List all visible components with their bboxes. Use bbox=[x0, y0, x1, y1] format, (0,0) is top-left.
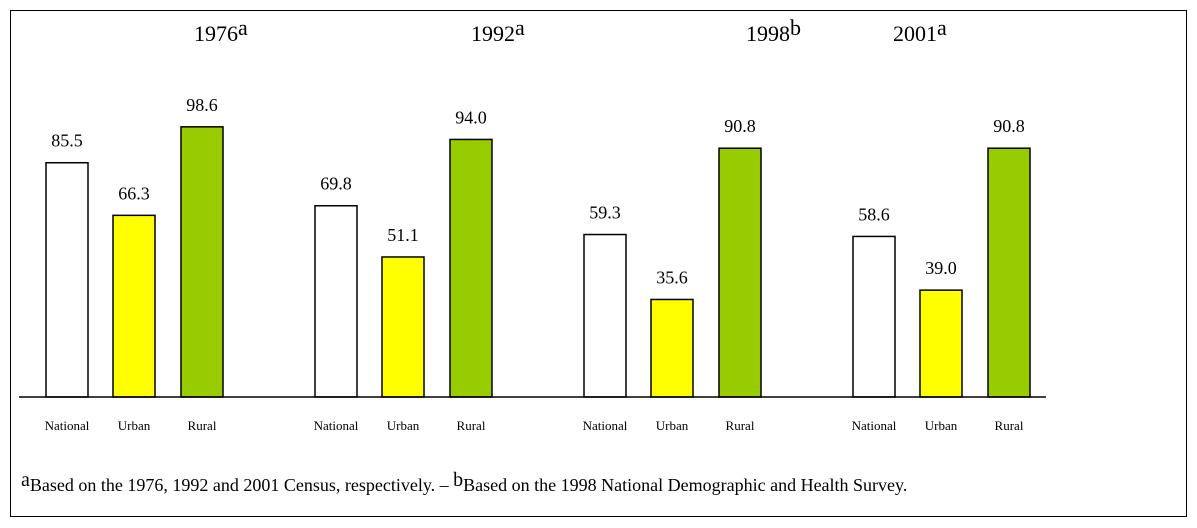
x-tick-label: Urban bbox=[656, 418, 689, 433]
bar bbox=[45, 161, 89, 398]
bar bbox=[718, 147, 762, 398]
value-label: 66.3 bbox=[118, 183, 150, 203]
bar bbox=[112, 214, 156, 398]
value-label: 94.0 bbox=[455, 107, 487, 127]
bar bbox=[583, 233, 627, 398]
bar bbox=[919, 289, 963, 398]
group-note: b bbox=[790, 15, 801, 40]
group-note: a bbox=[238, 15, 248, 40]
group-title: 1992a bbox=[471, 15, 525, 46]
value-label: 58.6 bbox=[858, 204, 890, 224]
x-tick-label: National bbox=[852, 418, 897, 433]
bar bbox=[314, 204, 358, 398]
chart-frame: 1976a 85.5 National 66.3 Urban 98.6 Rural 1992a… bbox=[10, 10, 1187, 517]
x-tick-label: Rural bbox=[995, 418, 1024, 433]
footnote-mark: b bbox=[453, 469, 464, 491]
value-label: 51.1 bbox=[387, 225, 419, 245]
bar bbox=[180, 126, 224, 398]
value-label: 59.3 bbox=[589, 203, 621, 223]
group-title: 2001a bbox=[893, 15, 947, 46]
x-tick-label: Urban bbox=[925, 418, 958, 433]
value-label: 98.6 bbox=[186, 95, 218, 115]
value-label: 90.8 bbox=[993, 116, 1025, 136]
x-tick-label: National bbox=[583, 418, 628, 433]
footnote-mark: a bbox=[21, 469, 30, 491]
x-tick-label: Urban bbox=[118, 418, 151, 433]
x-tick-label: Rural bbox=[457, 418, 486, 433]
value-label: 90.8 bbox=[724, 116, 756, 136]
group-title: 1998b bbox=[746, 15, 801, 46]
bar bbox=[852, 235, 896, 398]
group-note: a bbox=[515, 15, 525, 40]
chart: 1976a85.5National66.3Urban98.6Rural1992a… bbox=[19, 15, 1046, 433]
value-label: 69.8 bbox=[320, 174, 352, 194]
value-label: 39.0 bbox=[925, 258, 957, 278]
x-tick-label: National bbox=[314, 418, 359, 433]
bar bbox=[650, 298, 694, 398]
value-label: 85.5 bbox=[51, 131, 83, 151]
footnote-text: Based on the 1998 National Demographic a… bbox=[463, 475, 908, 495]
x-tick-label: Rural bbox=[726, 418, 755, 433]
group-year: 1992 bbox=[471, 21, 515, 46]
footnote-text: Based on the 1976, 1992 and 2001 Census,… bbox=[29, 475, 454, 495]
group-year: 2001 bbox=[893, 21, 937, 46]
group-year: 1976 bbox=[194, 21, 238, 46]
x-tick-label: Urban bbox=[387, 418, 420, 433]
bar bbox=[987, 147, 1031, 398]
x-tick-label: Rural bbox=[188, 418, 217, 433]
value-label: 35.6 bbox=[656, 267, 688, 287]
group-note: a bbox=[937, 15, 947, 40]
group-year: 1998 bbox=[746, 21, 790, 46]
x-tick-label: National bbox=[45, 418, 90, 433]
group-title: 1976a bbox=[194, 15, 248, 46]
footnote: aBased on the 1976, 1992 and 2001 Census… bbox=[21, 470, 1184, 498]
bar bbox=[381, 256, 425, 398]
bar bbox=[449, 138, 493, 398]
